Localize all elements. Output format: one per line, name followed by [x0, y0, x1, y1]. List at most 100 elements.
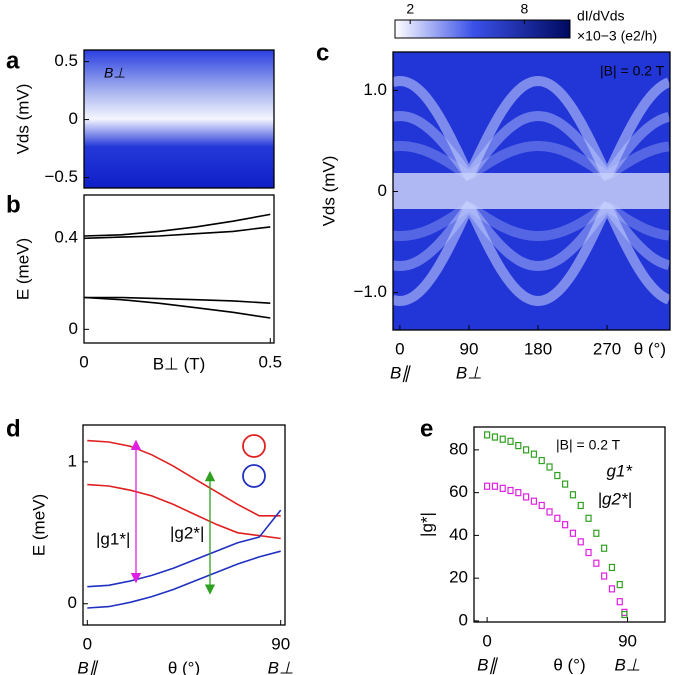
point [499, 435, 506, 443]
point [499, 484, 506, 492]
point [608, 563, 616, 572]
heatmap-image [393, 52, 670, 330]
point [515, 489, 522, 497]
y-tick-label: 1.0 [363, 80, 387, 99]
x-tick-label: 270 [593, 339, 621, 358]
panel-letter: c [316, 39, 329, 66]
curve [87, 509, 282, 588]
point [523, 493, 530, 501]
heatmap-band [393, 173, 670, 209]
colorbar-label: dI/dVds [577, 8, 624, 24]
heatmap-ridge [393, 200, 670, 307]
annotation: B⊥ [104, 65, 126, 81]
point [530, 497, 538, 505]
panel-letter: a [6, 47, 20, 74]
spin-icon [242, 434, 266, 458]
point [577, 501, 584, 510]
point [515, 442, 522, 450]
y-tick-label: 0.5 [54, 51, 78, 70]
plot-frame [83, 49, 275, 189]
curve [87, 483, 281, 540]
annotation: |B| = 0.2 T [600, 63, 665, 79]
x-axis-label: θ (°) [553, 655, 585, 674]
plot-frame [392, 51, 671, 331]
x-tick-label: 180 [524, 339, 552, 358]
y-axis-label: E (meV) [13, 238, 32, 300]
y-tick-label: −1.0 [353, 282, 387, 301]
y-tick-label: −0.5 [44, 167, 78, 186]
point [585, 548, 592, 557]
plot-frame [83, 194, 275, 344]
x-sublabel: B∥ [477, 655, 498, 674]
point [523, 446, 530, 454]
point [538, 456, 545, 465]
x-tick-label: 0 [395, 339, 404, 358]
x-tick-label: 0 [79, 352, 88, 371]
colorbar-tick-label: 8 [520, 1, 528, 17]
y-tick-label: 60 [449, 482, 468, 501]
colorbar [394, 19, 571, 39]
x-tick-label: 0 [482, 631, 491, 650]
x-sublabel: B⊥ [614, 655, 640, 674]
point [546, 508, 553, 516]
point [562, 521, 569, 529]
point [601, 572, 608, 580]
y-tick-label: 40 [449, 525, 468, 544]
point [616, 580, 623, 589]
colorbar-unit: ×10−3 (e2/h) [577, 28, 657, 44]
y-axis-label: |g*| [417, 512, 436, 537]
point [593, 559, 600, 567]
panel-letter: d [6, 415, 21, 442]
x-axis-label: θ (°) [168, 658, 200, 675]
point [562, 480, 569, 488]
x-axis-label: θ (°) [634, 339, 666, 358]
point [569, 529, 577, 537]
curve [87, 439, 281, 517]
legend-label: g1* [606, 461, 633, 480]
colorbar-tick-label: 2 [406, 1, 414, 17]
heatmap-image [84, 50, 274, 188]
x-sublabel: B⊥ [456, 363, 482, 382]
plot-frame [82, 424, 286, 626]
point [491, 482, 499, 490]
point [507, 486, 514, 495]
y-tick-label: 80 [449, 439, 468, 458]
x-tick-label: 90 [271, 634, 290, 653]
x-sublabel: B∥ [390, 363, 411, 382]
panel-letter: e [420, 415, 433, 442]
y-tick-label: 0 [459, 610, 468, 629]
x-axis-label: B⊥ (T) [153, 354, 206, 373]
y-axis-label: E (meV) [29, 494, 48, 556]
point [546, 463, 553, 471]
curve [84, 296, 271, 304]
annotation: |g1*| [96, 529, 130, 548]
point [601, 544, 608, 552]
y-tick-label: 0 [69, 319, 78, 338]
x-tick-label: 0 [83, 634, 92, 653]
y-tick-label: 0.4 [54, 228, 78, 247]
curve [83, 226, 271, 240]
annotation: |g2*| [170, 523, 204, 542]
y-tick-label: 20 [449, 568, 468, 587]
y-tick-label: 0 [68, 593, 77, 612]
heatmap-ridge [393, 110, 670, 182]
point [621, 610, 628, 619]
point [484, 431, 491, 439]
point [616, 598, 623, 606]
curve [83, 213, 271, 237]
point [608, 585, 616, 593]
point [621, 608, 628, 616]
point [484, 482, 491, 490]
y-tick-label: 0 [378, 181, 387, 200]
point [507, 437, 514, 445]
point [585, 514, 592, 522]
point [538, 501, 545, 510]
point [530, 450, 538, 458]
y-axis-label: Vds (mV) [319, 156, 338, 227]
curve [87, 550, 281, 609]
spin-icon [242, 464, 266, 488]
heatmap-ridge [393, 141, 670, 181]
point [554, 514, 561, 522]
y-tick-label: 0 [69, 109, 78, 128]
x-tick-label: 0.5 [258, 352, 282, 371]
